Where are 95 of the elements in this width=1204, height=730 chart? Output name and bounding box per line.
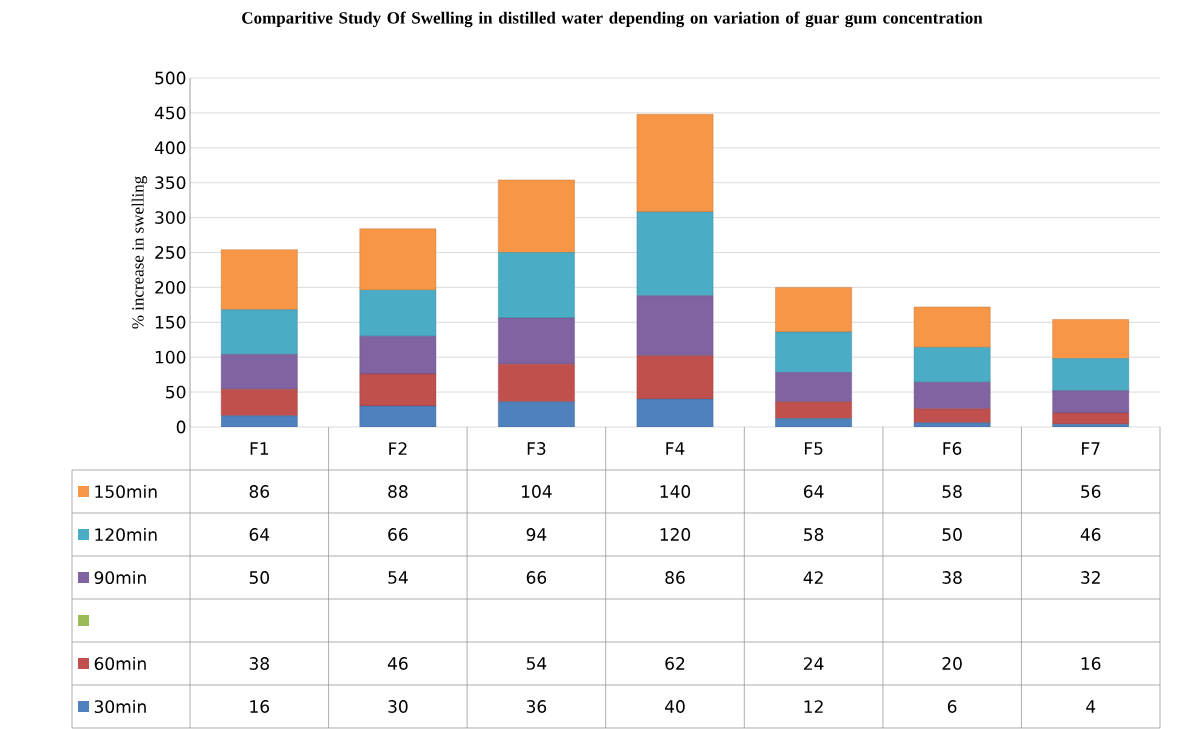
data-label: 62 [665, 657, 685, 670]
data-label: 16 [1081, 657, 1101, 670]
data-label: 16 [250, 700, 270, 713]
data-label: 54 [388, 571, 408, 584]
y-tick-label: 150 [155, 315, 186, 329]
bar [221, 415, 298, 427]
data-label: 64 [803, 485, 824, 498]
data-label: 58 [804, 528, 824, 541]
x-tick-label: F7 [1082, 442, 1100, 455]
data-label: 50 [249, 571, 269, 584]
data-label: 66 [526, 571, 547, 584]
data-label: 6 [947, 700, 957, 713]
data-label: 30 [388, 700, 408, 713]
bar [498, 363, 575, 403]
bar [359, 228, 437, 291]
data-label: 86 [665, 571, 685, 584]
bar [636, 211, 714, 296]
bar [636, 295, 714, 356]
x-tick-label: F5 [804, 442, 823, 455]
legend-label: 30min [94, 699, 146, 714]
bar [359, 336, 437, 375]
bar [913, 408, 991, 423]
x-tick-label: F6 [943, 442, 962, 455]
bar [636, 398, 714, 427]
legend-label: 120min [95, 527, 157, 542]
bar [1052, 390, 1130, 414]
data-label: 36 [526, 700, 547, 713]
chart-title: Comparitive Study Of Swelling in distilled water depending on variation of guar gum concentration [242, 11, 983, 28]
data-label: 58 [942, 485, 962, 498]
data-label: 46 [387, 657, 408, 670]
data-label: 104 [522, 485, 552, 498]
y-axis-title: % increase in swelling [131, 176, 148, 329]
bar [913, 306, 991, 348]
y-tick-label: 0 [176, 420, 186, 434]
data-label: 24 [804, 657, 824, 670]
y-tick-label: 300 [155, 211, 186, 225]
bar [1052, 358, 1130, 391]
data-label: 140 [660, 485, 691, 498]
data-label: 64 [249, 528, 270, 541]
bar [359, 405, 437, 427]
y-tick-label: 200 [155, 280, 186, 294]
data-label: 66 [388, 528, 408, 541]
bar [775, 287, 852, 333]
bar [636, 114, 714, 213]
y-tick-label: 450 [154, 106, 186, 120]
bar [498, 317, 575, 365]
data-label: 42 [803, 571, 823, 584]
data-label: 40 [665, 700, 685, 713]
bar [775, 401, 852, 419]
x-tick-label: F4 [666, 442, 685, 455]
data-label: 32 [1081, 571, 1100, 584]
data-label: 12 [804, 700, 823, 713]
legend-label: 150min [95, 484, 157, 499]
data-label: 20 [942, 657, 962, 670]
data-label: 4 [1086, 700, 1096, 713]
bar [636, 355, 714, 400]
data-label: 54 [526, 657, 547, 670]
y-tick-label: 50 [166, 385, 186, 399]
y-tick-label: 400 [154, 141, 186, 155]
data-label: 50 [942, 528, 962, 541]
x-tick-label: F2 [389, 442, 407, 455]
bar [775, 372, 852, 403]
data-label: 56 [1081, 485, 1101, 498]
bar [1052, 423, 1130, 427]
bar [359, 289, 437, 337]
data-label: 94 [526, 528, 547, 541]
bar [1052, 319, 1130, 359]
bar [775, 418, 852, 427]
bar [913, 422, 991, 427]
bar [221, 389, 298, 417]
bar [221, 249, 298, 310]
y-tick-label: 250 [155, 246, 186, 259]
y-tick-label: 350 [155, 176, 186, 190]
bar [1052, 412, 1130, 425]
bar [913, 382, 991, 410]
data-label: 38 [942, 571, 962, 584]
bar [498, 179, 575, 253]
data-label: 86 [249, 485, 270, 498]
bar [221, 309, 298, 355]
bar [913, 347, 991, 383]
legend-label: 60min [94, 656, 146, 671]
bar [498, 252, 575, 319]
y-tick-label: 100 [155, 350, 186, 364]
bar [359, 373, 437, 407]
legend-label: 90min [94, 570, 146, 585]
data-label: 88 [388, 485, 408, 498]
bar [775, 331, 852, 373]
data-label: 46 [1080, 528, 1101, 541]
data-label: 38 [249, 657, 269, 670]
y-tick-label: 500 [155, 71, 186, 85]
x-tick-label: F1 [250, 442, 269, 455]
bar [221, 354, 298, 390]
data-label: 120 [660, 528, 691, 541]
bar [498, 401, 575, 427]
x-tick-label: F3 [527, 442, 546, 455]
